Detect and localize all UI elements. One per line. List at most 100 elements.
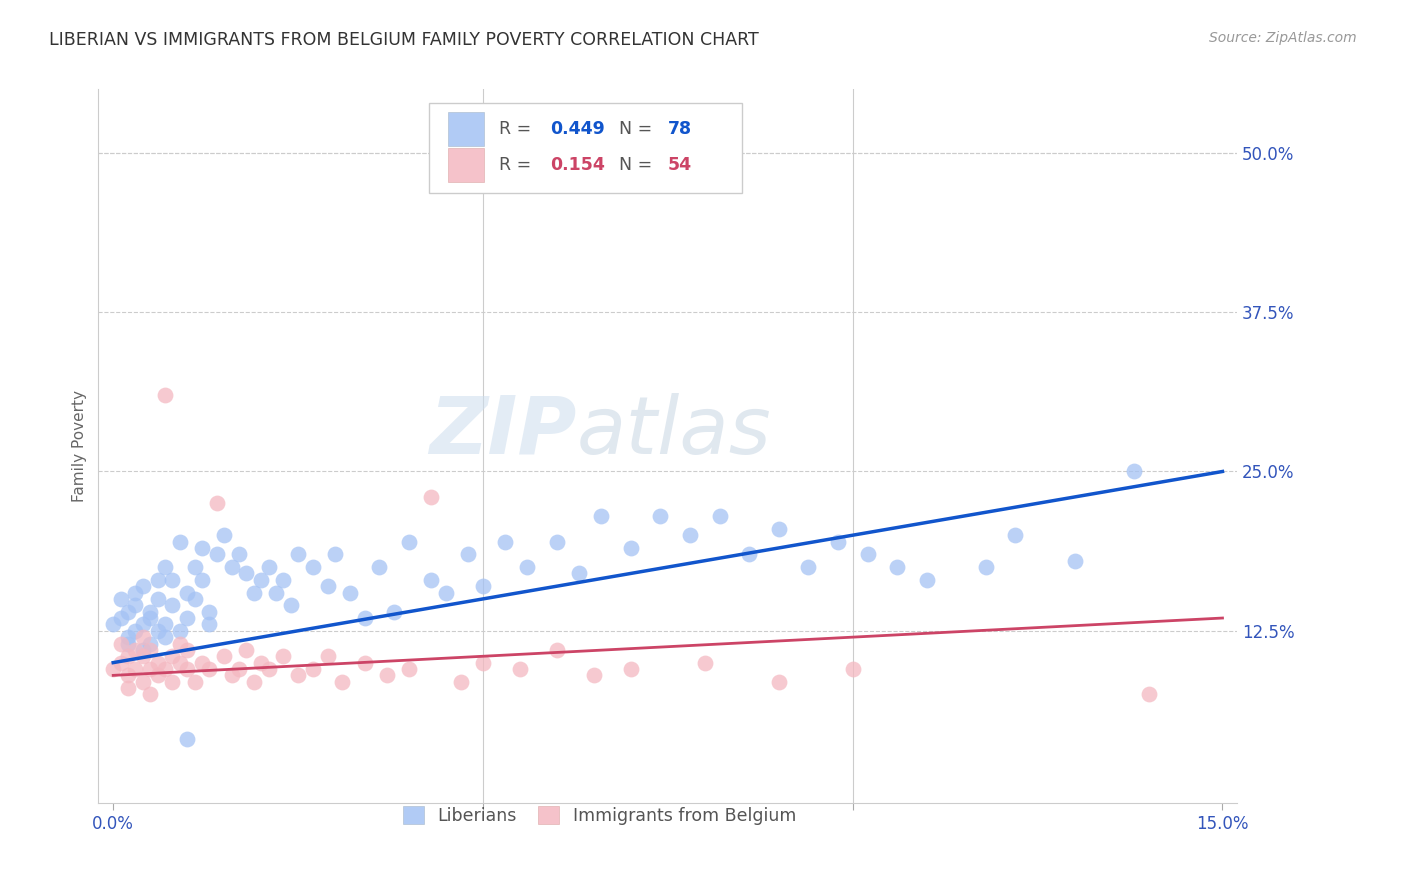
Point xyxy=(205,547,228,561)
Point xyxy=(398,534,420,549)
Point xyxy=(162,649,184,664)
Point xyxy=(139,643,162,657)
Point xyxy=(339,585,361,599)
Point xyxy=(117,605,139,619)
FancyBboxPatch shape xyxy=(449,112,485,146)
Point xyxy=(264,585,287,599)
Legend: Liberians, Immigrants from Belgium: Liberians, Immigrants from Belgium xyxy=(394,797,804,833)
Text: 0.449: 0.449 xyxy=(551,120,606,138)
Point xyxy=(198,605,221,619)
Text: ZIP: ZIP xyxy=(429,392,576,471)
Text: N =: N = xyxy=(619,120,658,138)
Point xyxy=(420,490,443,504)
Point xyxy=(124,643,146,657)
Text: 78: 78 xyxy=(668,120,692,138)
Point xyxy=(176,611,198,625)
Point xyxy=(132,617,155,632)
Text: 54: 54 xyxy=(668,156,692,174)
Point xyxy=(183,591,205,606)
Point xyxy=(139,605,162,619)
Point xyxy=(153,560,176,574)
Point xyxy=(162,573,184,587)
Point xyxy=(974,560,997,574)
Point xyxy=(198,662,221,676)
Point xyxy=(287,547,309,561)
Point xyxy=(139,688,162,702)
Point xyxy=(110,656,132,670)
Point xyxy=(176,643,198,657)
Point xyxy=(797,560,820,574)
FancyBboxPatch shape xyxy=(449,148,485,182)
Point xyxy=(693,656,716,670)
Point xyxy=(139,662,162,676)
Point xyxy=(271,573,294,587)
Point xyxy=(302,560,325,574)
Point xyxy=(353,656,375,670)
Point xyxy=(472,579,495,593)
Text: N =: N = xyxy=(619,156,658,174)
Point xyxy=(242,674,264,689)
Point xyxy=(568,566,591,581)
Point xyxy=(316,649,339,664)
Point xyxy=(124,662,146,676)
Point xyxy=(103,617,125,632)
Point xyxy=(212,528,235,542)
Text: LIBERIAN VS IMMIGRANTS FROM BELGIUM FAMILY POVERTY CORRELATION CHART: LIBERIAN VS IMMIGRANTS FROM BELGIUM FAMI… xyxy=(49,31,759,49)
Text: atlas: atlas xyxy=(576,392,772,471)
Point xyxy=(198,617,221,632)
Point xyxy=(679,528,702,542)
Point xyxy=(827,534,849,549)
Point xyxy=(650,509,672,524)
Point xyxy=(132,630,155,644)
Point xyxy=(591,509,613,524)
Point xyxy=(191,656,214,670)
Text: Source: ZipAtlas.com: Source: ZipAtlas.com xyxy=(1209,31,1357,45)
Point xyxy=(709,509,731,524)
Point xyxy=(139,636,162,650)
Point xyxy=(546,534,568,549)
Point xyxy=(509,662,531,676)
Point xyxy=(368,560,391,574)
Point xyxy=(132,643,155,657)
FancyBboxPatch shape xyxy=(429,103,742,193)
Point xyxy=(257,560,280,574)
Point xyxy=(183,560,205,574)
Point xyxy=(176,732,198,747)
Point xyxy=(132,674,155,689)
Point xyxy=(1137,688,1160,702)
Point xyxy=(582,668,605,682)
Point xyxy=(302,662,325,676)
Point xyxy=(382,605,405,619)
Point xyxy=(768,522,790,536)
Point xyxy=(280,599,302,613)
Point xyxy=(1122,465,1144,479)
Point xyxy=(221,668,243,682)
Point xyxy=(271,649,294,664)
Point xyxy=(1004,528,1026,542)
Point xyxy=(915,573,938,587)
Point xyxy=(146,624,169,638)
Point xyxy=(250,573,273,587)
Point xyxy=(250,656,273,670)
Point xyxy=(117,636,139,650)
Point xyxy=(242,585,264,599)
Point xyxy=(117,668,139,682)
Point xyxy=(841,662,863,676)
Point xyxy=(287,668,309,682)
Point xyxy=(146,668,169,682)
Point xyxy=(450,674,472,689)
Point xyxy=(1063,554,1085,568)
Point xyxy=(132,649,155,664)
Point xyxy=(153,630,176,644)
Point xyxy=(169,534,191,549)
Point xyxy=(132,579,155,593)
Point xyxy=(420,573,443,587)
Point xyxy=(235,643,257,657)
Point xyxy=(323,547,346,561)
Text: R =: R = xyxy=(499,120,537,138)
Point xyxy=(332,674,354,689)
Point xyxy=(110,591,132,606)
Point xyxy=(235,566,257,581)
Point xyxy=(103,662,125,676)
Point xyxy=(191,573,214,587)
